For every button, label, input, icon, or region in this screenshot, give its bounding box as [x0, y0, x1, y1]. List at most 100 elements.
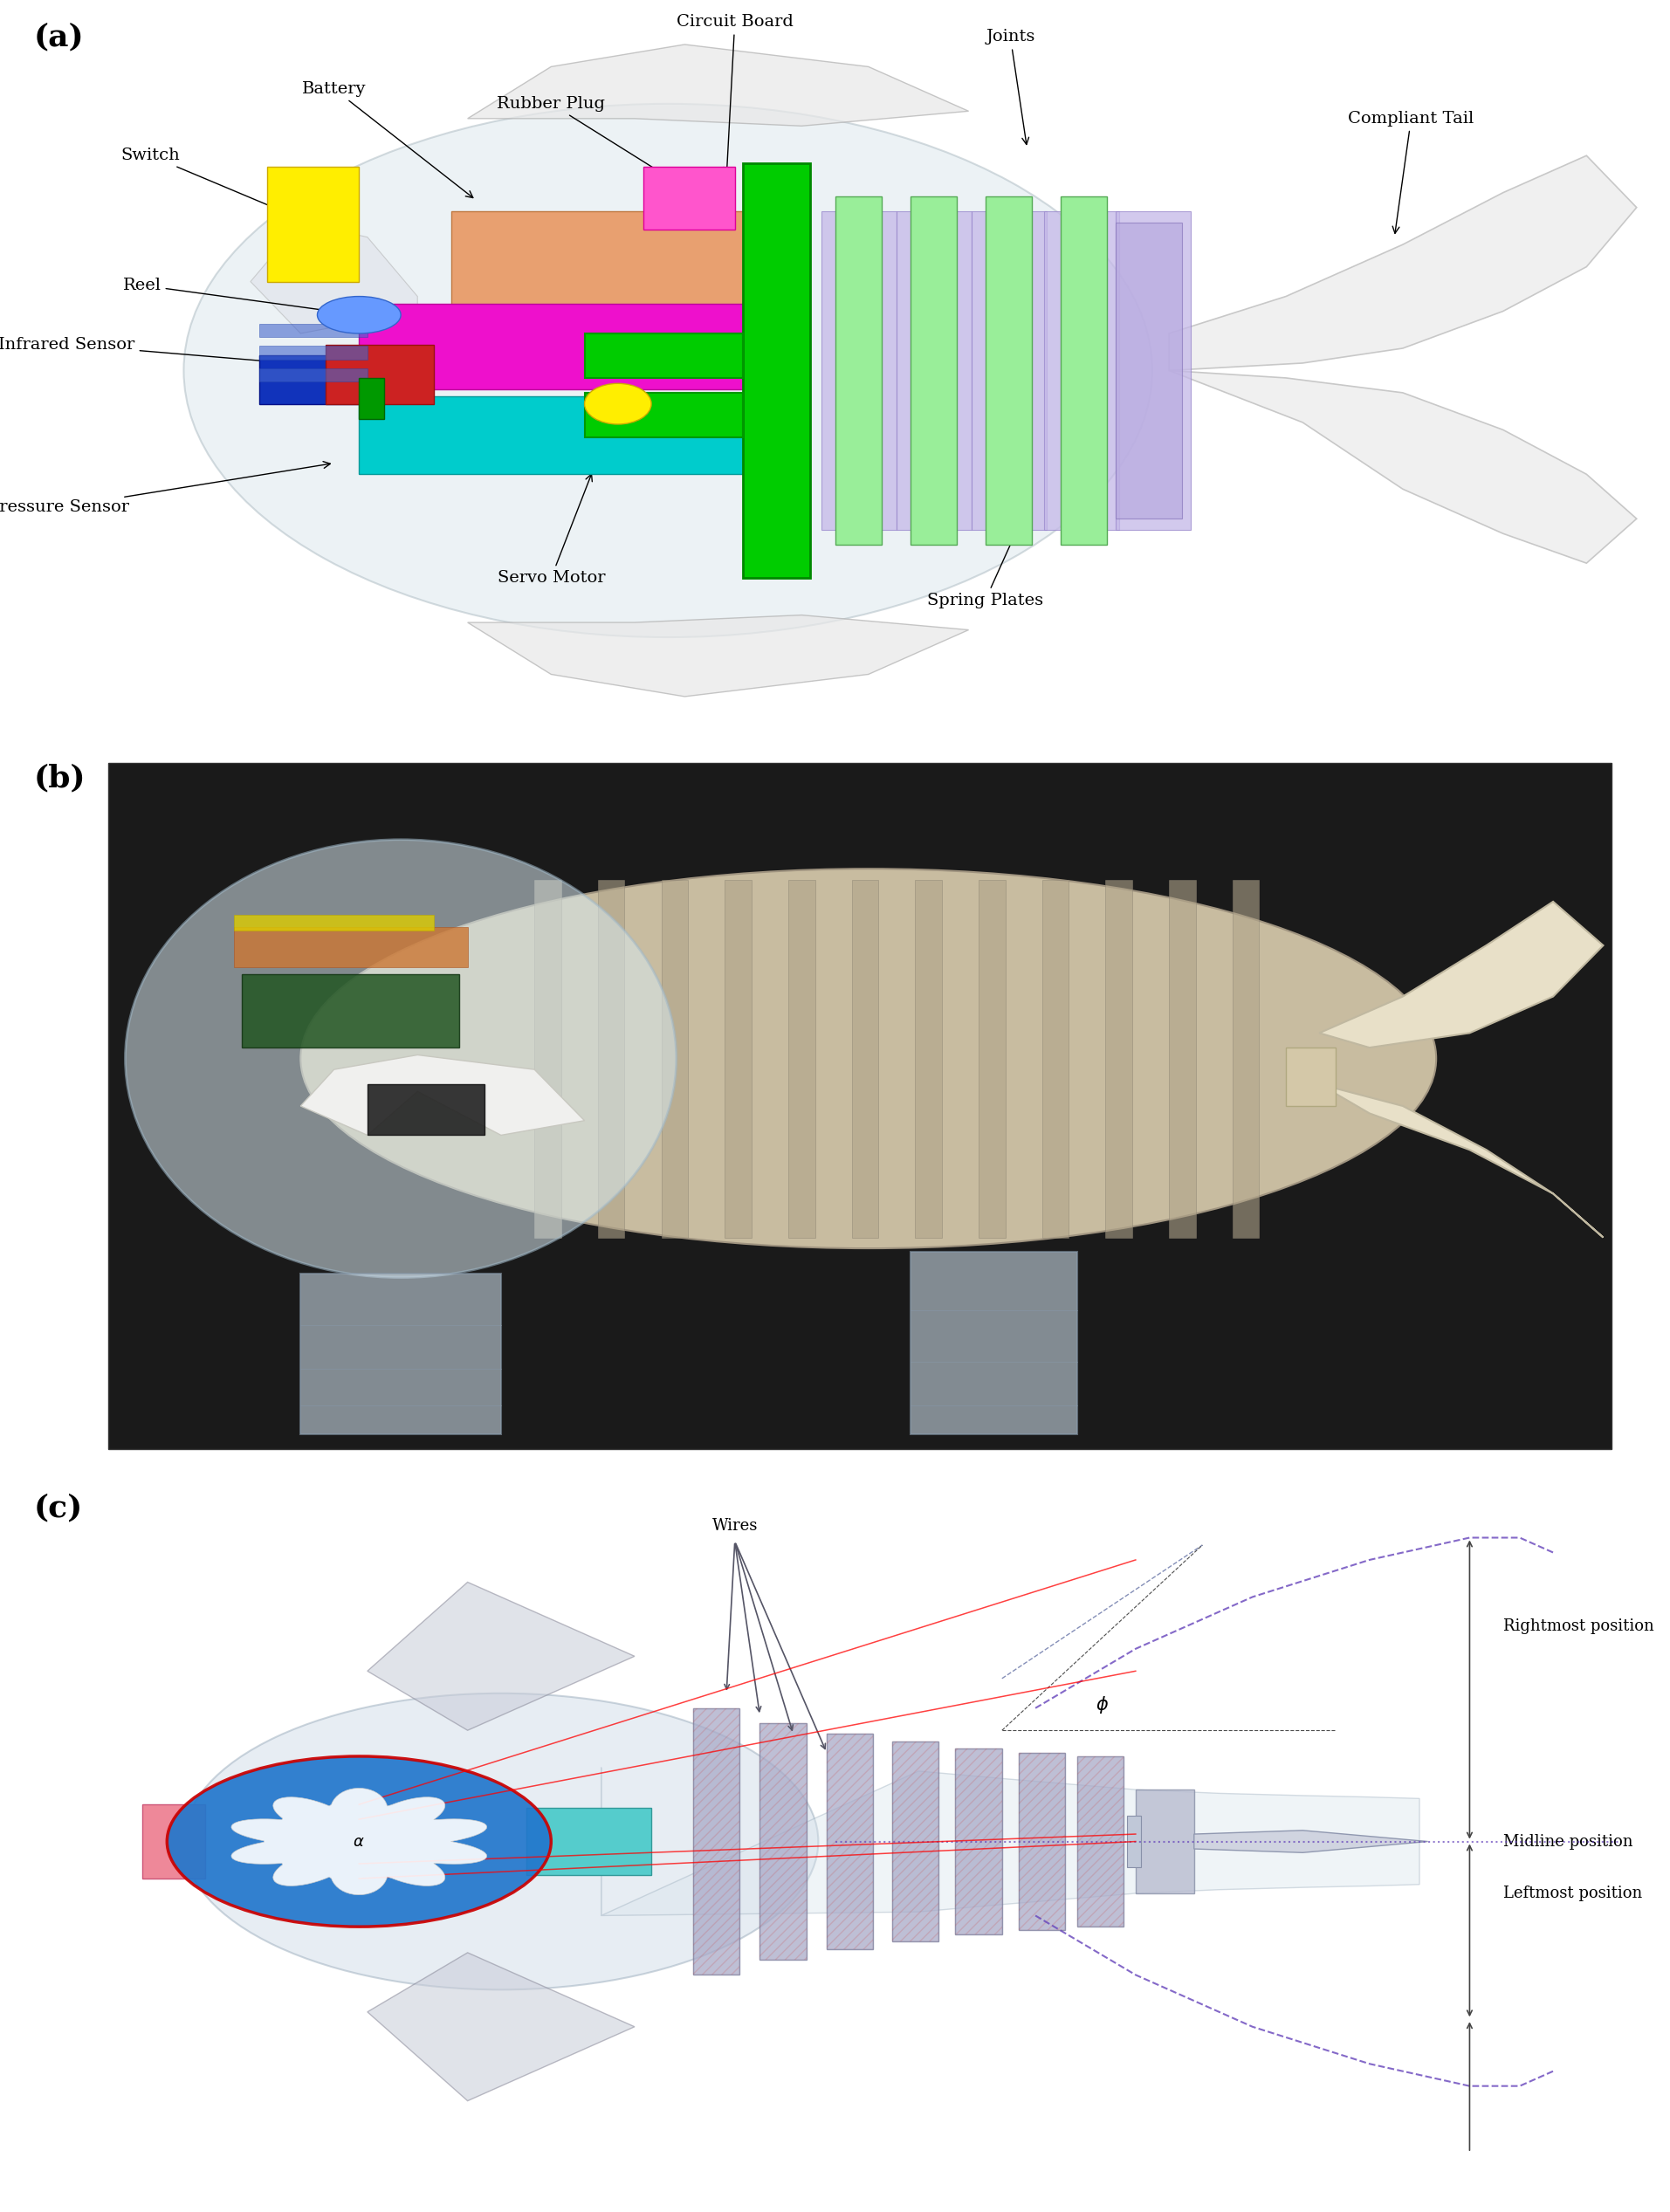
Bar — [259, 367, 367, 383]
Bar — [259, 323, 367, 336]
Text: Circuit Board: Circuit Board — [676, 13, 793, 175]
Polygon shape — [468, 44, 969, 126]
Bar — [760, 1723, 807, 1960]
Bar — [326, 345, 434, 405]
Text: $\phi$: $\phi$ — [1096, 1694, 1109, 1714]
Polygon shape — [1286, 1048, 1336, 1106]
Bar — [661, 880, 688, 1237]
Text: Wires: Wires — [711, 1517, 758, 1533]
Bar — [1044, 210, 1119, 531]
Bar — [367, 1084, 484, 1135]
Bar — [1077, 1756, 1124, 1927]
Bar — [972, 210, 1047, 531]
Bar — [693, 1708, 740, 1975]
Bar — [359, 396, 743, 473]
Bar — [979, 880, 1005, 1237]
Text: Infrared Sensor: Infrared Sensor — [0, 336, 331, 369]
Bar — [822, 210, 897, 531]
Polygon shape — [250, 221, 418, 334]
Bar — [267, 166, 359, 281]
Bar — [743, 164, 810, 577]
Text: (c): (c) — [33, 1493, 82, 1522]
Bar — [598, 880, 625, 1237]
Bar — [259, 356, 376, 405]
Bar — [643, 166, 735, 230]
Polygon shape — [301, 1055, 584, 1135]
Bar — [1060, 197, 1107, 544]
Bar — [451, 210, 743, 325]
Text: Reel: Reel — [122, 276, 356, 316]
Text: Switch: Switch — [120, 148, 306, 221]
Text: (b): (b) — [33, 763, 85, 792]
Bar — [827, 1734, 873, 1949]
Bar — [1232, 880, 1259, 1237]
Circle shape — [167, 1756, 551, 1927]
Text: Midline position: Midline position — [1503, 1834, 1633, 1849]
Bar — [234, 927, 468, 967]
Text: Pressure Sensor: Pressure Sensor — [0, 462, 331, 515]
Bar — [1106, 880, 1132, 1237]
Text: Compliant Tail: Compliant Tail — [1348, 111, 1475, 234]
Ellipse shape — [184, 1694, 818, 1991]
Polygon shape — [301, 1274, 501, 1433]
Bar — [1116, 221, 1182, 518]
Text: Spring Plates: Spring Plates — [927, 511, 1044, 608]
Text: (a): (a) — [33, 22, 84, 51]
Polygon shape — [1194, 1829, 1428, 1854]
Bar — [142, 1805, 205, 1878]
Bar — [234, 916, 434, 931]
Text: Rubber Plug: Rubber Plug — [498, 95, 690, 190]
Bar — [725, 880, 752, 1237]
Ellipse shape — [301, 869, 1436, 1248]
Bar — [1136, 1790, 1194, 1893]
Bar — [1116, 210, 1191, 531]
Bar — [827, 1734, 873, 1949]
Bar — [835, 197, 882, 544]
Bar — [359, 303, 743, 389]
Bar — [897, 210, 972, 531]
Bar — [852, 880, 878, 1237]
Bar — [242, 975, 459, 1048]
Bar — [359, 378, 384, 418]
Bar — [534, 880, 561, 1237]
Bar — [892, 1741, 939, 1942]
Polygon shape — [1319, 902, 1603, 1048]
Polygon shape — [367, 1582, 635, 1730]
Text: $\alpha$: $\alpha$ — [352, 1834, 366, 1849]
Bar — [584, 334, 743, 378]
Bar — [1077, 1756, 1124, 1927]
Bar — [259, 345, 367, 358]
Polygon shape — [367, 1953, 635, 2101]
Bar — [1127, 1816, 1141, 1867]
Polygon shape — [910, 1252, 1077, 1433]
Polygon shape — [1319, 1084, 1603, 1237]
Bar — [693, 1708, 740, 1975]
Bar — [1042, 880, 1069, 1237]
Bar — [915, 880, 942, 1237]
Ellipse shape — [184, 104, 1152, 637]
Polygon shape — [230, 1787, 488, 1896]
Circle shape — [317, 296, 401, 334]
Polygon shape — [468, 615, 969, 697]
Bar — [955, 1750, 1002, 1933]
Bar — [788, 880, 815, 1237]
Text: Battery: Battery — [302, 82, 473, 197]
Bar — [1019, 1752, 1065, 1931]
Bar — [1169, 880, 1196, 1237]
Bar — [955, 1750, 1002, 1933]
Text: Leftmost position: Leftmost position — [1503, 1885, 1642, 1902]
Bar — [892, 1741, 939, 1942]
Text: Servo Motor: Servo Motor — [498, 473, 605, 586]
Bar — [910, 197, 957, 544]
Bar — [760, 1723, 807, 1960]
Polygon shape — [601, 1767, 1420, 1916]
Ellipse shape — [584, 383, 651, 425]
Polygon shape — [1169, 155, 1637, 369]
Bar — [584, 394, 743, 438]
Polygon shape — [1169, 369, 1637, 564]
Bar — [526, 1807, 651, 1876]
Bar — [985, 197, 1032, 544]
Text: Joints: Joints — [985, 29, 1035, 144]
Bar — [1019, 1752, 1065, 1931]
Ellipse shape — [125, 841, 676, 1279]
